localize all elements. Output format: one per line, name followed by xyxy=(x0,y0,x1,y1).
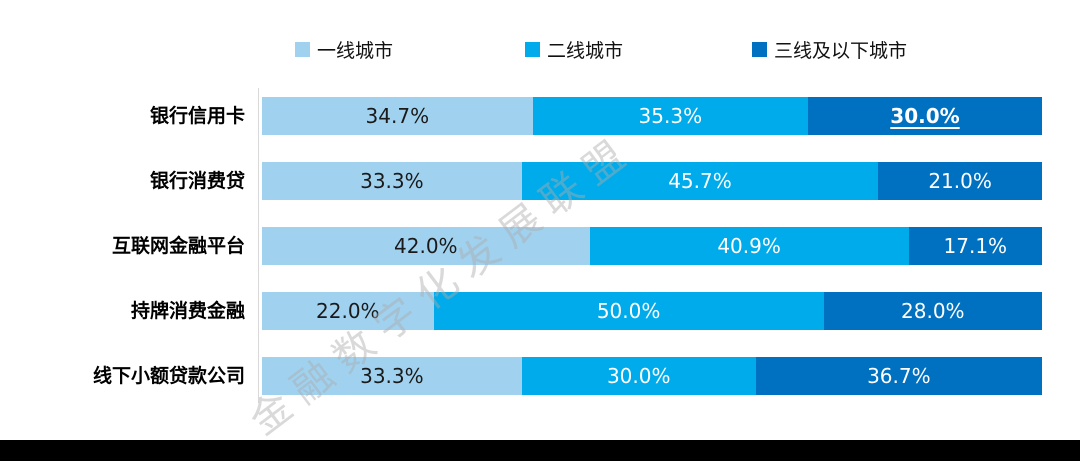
value-label: 28.0% xyxy=(901,299,965,323)
bar-segment-tier2: 45.7% xyxy=(521,162,879,200)
bar-row-licensed-consumer-finance: 持牌消费金融 22.0% 50.0% 28.0% xyxy=(0,292,1042,330)
footer-black-bar xyxy=(0,440,1080,461)
bar-row-consumer-loan: 银行消费贷 33.3% 45.7% 21.0% xyxy=(0,162,1042,200)
value-label: 45.7% xyxy=(668,169,732,193)
legend-label-tier3: 三线及以下城市 xyxy=(774,40,908,62)
value-label: 40.9% xyxy=(717,234,781,258)
value-label: 33.3% xyxy=(360,364,424,388)
bar-row-internet-finance: 互联网金融平台 42.0% 40.9% 17.1% xyxy=(0,227,1042,265)
bar-segment-tier3: 36.7% xyxy=(755,357,1042,395)
value-label: 22.0% xyxy=(316,299,380,323)
y-axis-line xyxy=(258,88,259,403)
category-label: 银行信用卡 xyxy=(149,105,245,127)
bar-segment-tier2: 30.0% xyxy=(521,357,756,395)
category-label: 互联网金融平台 xyxy=(111,235,245,257)
bar-segment-tier1: 34.7% xyxy=(262,97,533,135)
legend-item-tier3: 三线及以下城市 xyxy=(752,36,907,63)
legend-label-tier2: 二线城市 xyxy=(547,40,624,62)
bar-segment-tier3: 21.0% xyxy=(878,162,1042,200)
stacked-bar: 34.7% 35.3% 30.0% xyxy=(262,97,1042,135)
category-label: 银行消费贷 xyxy=(149,170,245,192)
stacked-bar: 33.3% 45.7% 21.0% xyxy=(262,162,1042,200)
bar-row-credit-card: 银行信用卡 34.7% 35.3% 30.0% xyxy=(0,97,1042,135)
stacked-bar: 33.3% 30.0% 36.7% xyxy=(262,357,1042,395)
bar-segment-tier1: 22.0% xyxy=(262,292,434,330)
value-label: 36.7% xyxy=(867,364,931,388)
value-label: 35.3% xyxy=(638,104,703,128)
value-label: 30.0% xyxy=(606,364,671,388)
legend-swatch-tier1 xyxy=(295,42,310,57)
legend: 一线城市 二线城市 三线及以下城市 xyxy=(0,36,1080,63)
category-label: 线下小额贷款公司 xyxy=(92,365,245,387)
legend-swatch-tier2 xyxy=(525,42,540,57)
value-label: 34.7% xyxy=(365,104,430,128)
value-label: 42.0% xyxy=(394,234,458,258)
bar-segment-tier2: 40.9% xyxy=(589,227,909,265)
bar-segment-tier3: 28.0% xyxy=(823,292,1042,330)
value-label: 33.3% xyxy=(360,169,424,193)
bar-segment-tier1: 33.3% xyxy=(262,162,522,200)
legend-swatch-tier3 xyxy=(752,42,767,57)
legend-item-tier1: 一线城市 xyxy=(295,36,393,63)
bar-segment-tier3: 17.1% xyxy=(908,227,1042,265)
category-label: 持牌消费金融 xyxy=(130,300,245,322)
bar-row-offline-microloan: 线下小额贷款公司 33.3% 30.0% 36.7% xyxy=(0,357,1042,395)
stacked-bar: 42.0% 40.9% 17.1% xyxy=(262,227,1042,265)
value-label-highlighted: 30.0% xyxy=(890,104,960,128)
bar-segment-tier3: 30.0% xyxy=(807,97,1042,135)
legend-label-tier1: 一线城市 xyxy=(317,40,394,62)
stacked-bar: 22.0% 50.0% 28.0% xyxy=(262,292,1042,330)
value-label: 50.0% xyxy=(596,299,661,323)
bar-segment-tier2: 35.3% xyxy=(532,97,808,135)
value-label: 21.0% xyxy=(928,169,992,193)
bar-segment-tier2: 50.0% xyxy=(433,292,824,330)
bar-segment-tier1: 33.3% xyxy=(262,357,522,395)
bar-segment-tier1: 42.0% xyxy=(262,227,590,265)
value-label: 17.1% xyxy=(943,234,1008,258)
legend-item-tier2: 二线城市 xyxy=(525,36,623,63)
